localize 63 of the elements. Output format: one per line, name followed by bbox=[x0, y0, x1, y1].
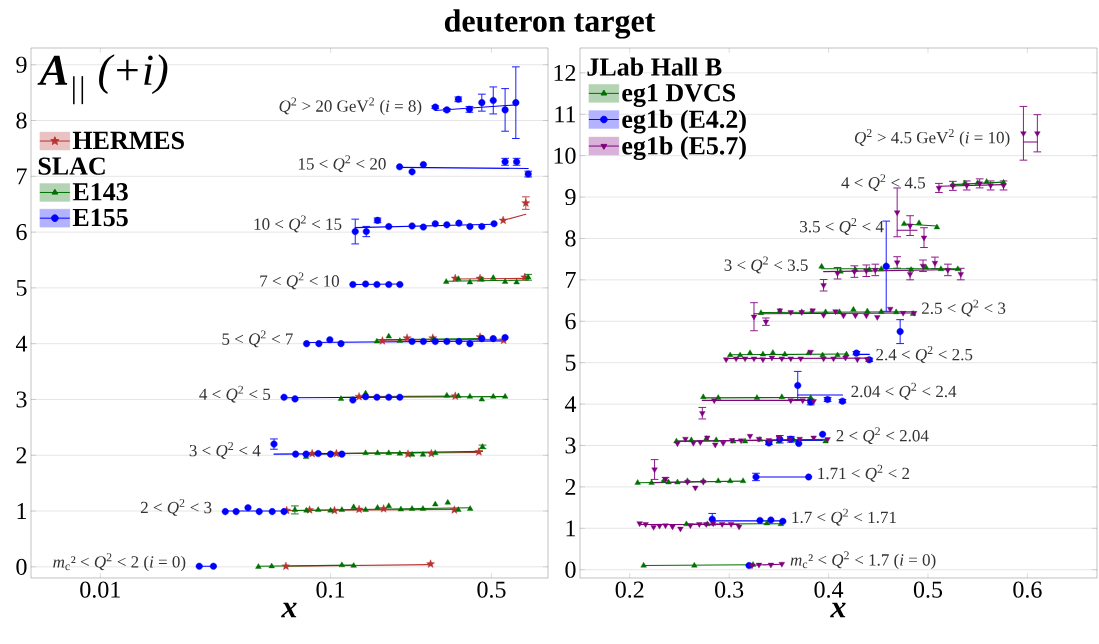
annotation: 7 < Q$^{2}$ < 10 bbox=[260, 272, 340, 290]
y-tick-label: 2 bbox=[565, 478, 576, 495]
legend-title: JLab Hall B bbox=[587, 57, 722, 76]
x-axis-title: x bbox=[830, 602, 846, 618]
annotation: SLAC bbox=[38, 157, 105, 175]
y-tick-label: 0 bbox=[16, 558, 27, 575]
y-tick-label: 2 bbox=[16, 447, 27, 464]
annotation: 10 < Q$^{2}$ < 15 bbox=[254, 215, 342, 233]
y-tick-label: 11 bbox=[555, 106, 576, 123]
y-tick-label: 3 bbox=[565, 437, 576, 454]
x-tick-label: 0.5 bbox=[913, 581, 943, 598]
annotation: 3.5 < Q$^{2}$ < 4 bbox=[800, 218, 884, 235]
legend-label: eg1b (E5.7) bbox=[622, 136, 746, 161]
x-tick-label: 0.2 bbox=[615, 581, 644, 598]
annotation: 2.5 < Q$^{2}$ < 3 bbox=[922, 299, 1006, 317]
annotation: 15 < Q$^{2}$ < 20 bbox=[298, 155, 386, 173]
annotation: 4 < Q$^{2}$ < 5 bbox=[199, 385, 271, 403]
y-tick-label: 7 bbox=[17, 168, 27, 185]
y-axis-title: A$_{||}$ (+i) bbox=[37, 54, 168, 105]
annotation: m$_{c}$² < Q$^{2}$ < 2 (i = 0) bbox=[53, 553, 186, 572]
y-tick-label: 4 bbox=[564, 396, 577, 412]
y-tick-label: 8 bbox=[16, 112, 27, 129]
annotation: 1.71 < Q$^{2}$ < 2 bbox=[818, 464, 910, 482]
annotation: 4 < Q$^{2}$ < 4.5 bbox=[841, 174, 926, 192]
annotation: 2 < Q$^{2}$ < 2.04 bbox=[836, 427, 929, 445]
y-tick-label: 4 bbox=[15, 335, 28, 352]
annotation: Q$^{2}$ > 20 GeV$^{2}$ (i = 8) bbox=[279, 97, 422, 116]
x-tick-label: 0.1 bbox=[316, 581, 345, 598]
y-tick-label: 6 bbox=[16, 224, 27, 241]
x-axis-title: x bbox=[281, 602, 297, 618]
y-tick-label: 5 bbox=[565, 354, 576, 371]
legend-label: E143 bbox=[72, 183, 128, 201]
annotation: 3 < Q$^{2}$ < 3.5 bbox=[724, 256, 808, 274]
y-tick-label: 9 bbox=[565, 188, 576, 206]
legend-label: HERMES bbox=[72, 131, 184, 150]
y-tick-label: 0 bbox=[565, 561, 576, 578]
x-tick-label: 0.3 bbox=[715, 581, 744, 598]
legend-label: eg1 DVCS bbox=[622, 84, 736, 107]
y-tick-label: 1 bbox=[566, 520, 576, 537]
y-tick-label: 3 bbox=[16, 391, 27, 408]
y-tick-label: 7 bbox=[566, 272, 576, 288]
legend-label: E155 bbox=[72, 208, 128, 227]
y-tick-label: 9 bbox=[16, 56, 27, 73]
x-tick-label: 0.4 bbox=[814, 581, 844, 598]
chart-title: deuteron target bbox=[444, 9, 656, 39]
annotation: 3 < Q$^{2}$ < 4 bbox=[189, 442, 261, 459]
annotation: 2 < Q$^{2}$ < 3 bbox=[140, 498, 212, 516]
x-tick-label: 0.5 bbox=[477, 581, 506, 598]
y-tick-label: 10 bbox=[554, 147, 576, 164]
annotation: 5 < Q$^{2}$ < 7 bbox=[222, 330, 293, 348]
annotation: 2.4 < Q$^{2}$ < 2.5 bbox=[876, 346, 973, 363]
annotation: 2.04 < Q$^{2}$ < 2.4 bbox=[851, 382, 957, 400]
y-tick-label: 12 bbox=[554, 64, 576, 81]
y-tick-label: 6 bbox=[565, 313, 576, 330]
y-tick-label: 1 bbox=[17, 503, 27, 519]
x-tick-label: 0.6 bbox=[1013, 581, 1042, 598]
annotation: m$_{c}$² < Q$^{2}$ < 1.7 (i = 0) bbox=[790, 551, 936, 570]
x-tick-label: 0.01 bbox=[80, 581, 120, 598]
annotation: 1.7 < Q$^{2}$ < 1.71 bbox=[792, 508, 896, 526]
annotation: Q$^{2}$ > 4.5 GeV$^{2}$ (i = 10) bbox=[854, 129, 1010, 147]
y-tick-label: 8 bbox=[565, 230, 576, 247]
legend-label: eg1b (E4.2) bbox=[622, 109, 746, 134]
y-tick-label: 5 bbox=[16, 279, 27, 296]
